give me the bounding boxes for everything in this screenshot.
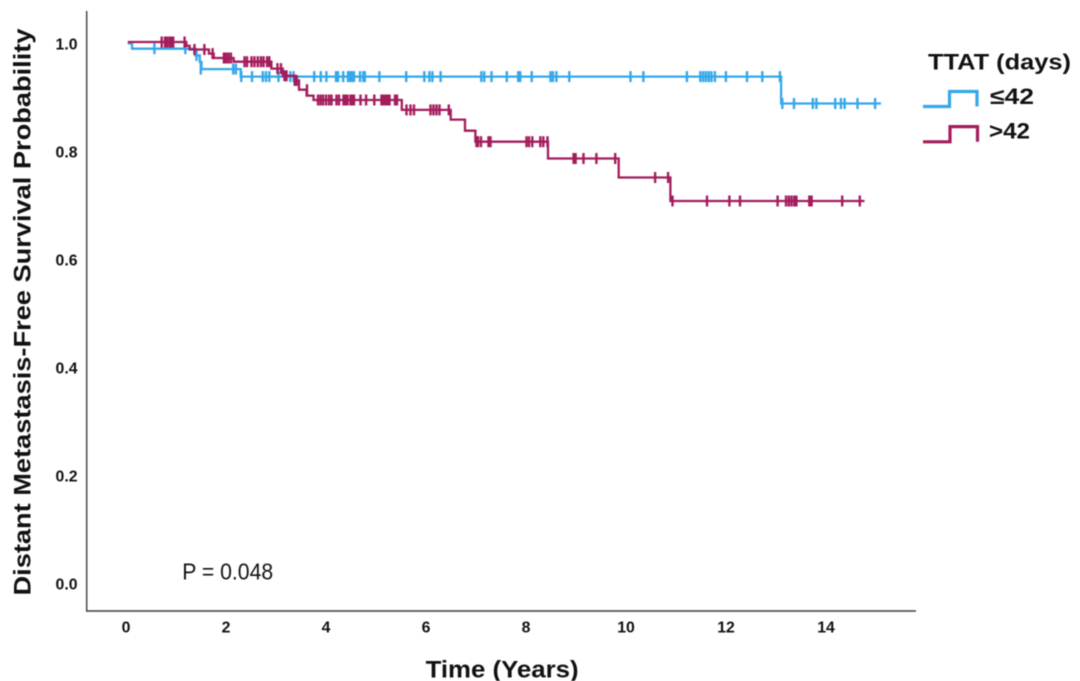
svg-text:14: 14	[817, 620, 835, 637]
svg-text:4: 4	[322, 620, 331, 637]
svg-text:0.8: 0.8	[56, 144, 78, 161]
svg-text:Time (Years): Time (Years)	[426, 657, 579, 681]
svg-text:≤42: ≤42	[990, 84, 1034, 109]
svg-text:0.0: 0.0	[56, 576, 78, 593]
svg-text:1.0: 1.0	[56, 36, 78, 53]
svg-text:6: 6	[422, 620, 431, 637]
svg-text:12: 12	[717, 620, 735, 637]
svg-text:Distant Metastasis-Free Surviv: Distant Metastasis-Free Survival Probabi…	[10, 28, 37, 596]
svg-text:>42: >42	[989, 119, 1030, 144]
svg-text:0.2: 0.2	[56, 468, 78, 485]
svg-text:P = 0.048: P = 0.048	[182, 558, 273, 584]
svg-text:0.6: 0.6	[56, 252, 78, 269]
svg-text:TTAT (days): TTAT (days)	[928, 50, 1071, 75]
svg-text:10: 10	[617, 620, 635, 637]
svg-text:0: 0	[122, 620, 131, 637]
svg-text:8: 8	[522, 620, 531, 637]
svg-text:0.4: 0.4	[56, 360, 78, 377]
svg-text:2: 2	[222, 620, 231, 637]
